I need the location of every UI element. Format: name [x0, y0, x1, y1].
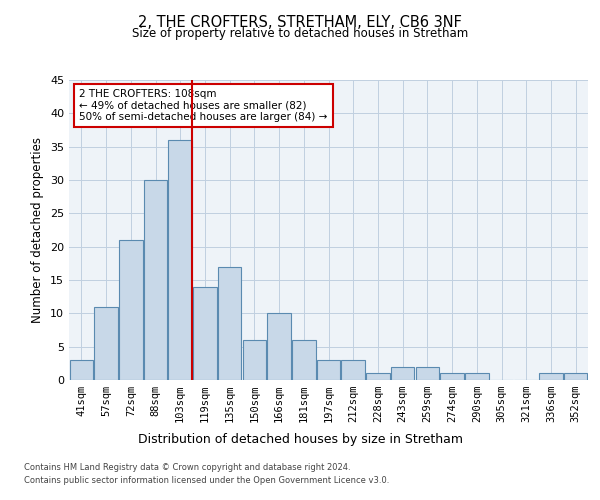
Bar — [144, 180, 167, 380]
Text: Distribution of detached houses by size in Stretham: Distribution of detached houses by size … — [137, 432, 463, 446]
Bar — [242, 340, 266, 380]
Bar — [317, 360, 340, 380]
Bar — [70, 360, 93, 380]
Text: 2, THE CROFTERS, STRETHAM, ELY, CB6 3NF: 2, THE CROFTERS, STRETHAM, ELY, CB6 3NF — [138, 15, 462, 30]
Bar — [465, 374, 488, 380]
Bar — [169, 140, 192, 380]
Bar — [564, 374, 587, 380]
Y-axis label: Number of detached properties: Number of detached properties — [31, 137, 44, 323]
Text: 2 THE CROFTERS: 108sqm
← 49% of detached houses are smaller (82)
50% of semi-det: 2 THE CROFTERS: 108sqm ← 49% of detached… — [79, 89, 328, 122]
Bar — [193, 286, 217, 380]
Bar — [218, 266, 241, 380]
Bar — [366, 374, 389, 380]
Bar — [119, 240, 143, 380]
Bar — [440, 374, 464, 380]
Bar — [391, 366, 415, 380]
Bar — [292, 340, 316, 380]
Text: Contains public sector information licensed under the Open Government Licence v3: Contains public sector information licen… — [24, 476, 389, 485]
Text: Contains HM Land Registry data © Crown copyright and database right 2024.: Contains HM Land Registry data © Crown c… — [24, 462, 350, 471]
Bar — [341, 360, 365, 380]
Bar — [416, 366, 439, 380]
Bar — [539, 374, 563, 380]
Bar — [268, 314, 291, 380]
Text: Size of property relative to detached houses in Stretham: Size of property relative to detached ho… — [132, 28, 468, 40]
Bar — [94, 306, 118, 380]
